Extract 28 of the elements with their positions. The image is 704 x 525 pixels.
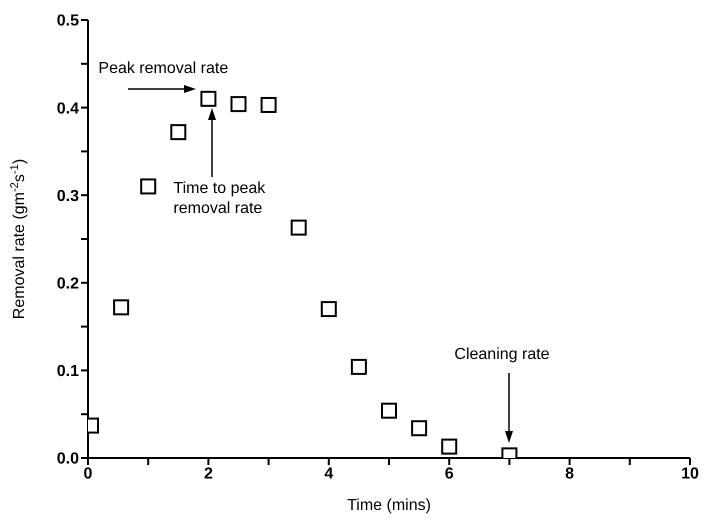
x-axis-title: Time (mins) bbox=[347, 497, 431, 514]
y-tick-label: 0.4 bbox=[56, 100, 80, 118]
point bbox=[113, 299, 130, 316]
point bbox=[230, 96, 246, 112]
y-tick-label: 0.0 bbox=[56, 450, 80, 468]
point bbox=[350, 358, 367, 375]
x-tick-label: 4 bbox=[324, 465, 334, 482]
point bbox=[320, 301, 337, 318]
point bbox=[170, 124, 186, 140]
annotation: Peak removal rate bbox=[98, 58, 230, 79]
point bbox=[411, 420, 428, 436]
point bbox=[290, 220, 307, 236]
x-tick-label: 0 bbox=[84, 465, 93, 482]
point bbox=[140, 178, 156, 194]
x-tick-label: 8 bbox=[565, 465, 574, 482]
y-tick-label: 0.2 bbox=[56, 275, 80, 292]
point bbox=[381, 402, 397, 419]
x-tick-label: 2 bbox=[204, 465, 213, 482]
point bbox=[260, 96, 277, 113]
point bbox=[441, 438, 458, 455]
annotation: Cleaning rate bbox=[454, 345, 551, 366]
point bbox=[200, 90, 216, 107]
x-tick-label: 6 bbox=[444, 465, 454, 482]
y-tick-label: 0.3 bbox=[56, 188, 80, 205]
annotation: Time to peak removal rate bbox=[173, 178, 266, 219]
y-tick-label: 0.1 bbox=[56, 363, 80, 380]
y-tick-label: 0.5 bbox=[56, 12, 80, 30]
x-tick-label: 10 bbox=[681, 465, 699, 482]
